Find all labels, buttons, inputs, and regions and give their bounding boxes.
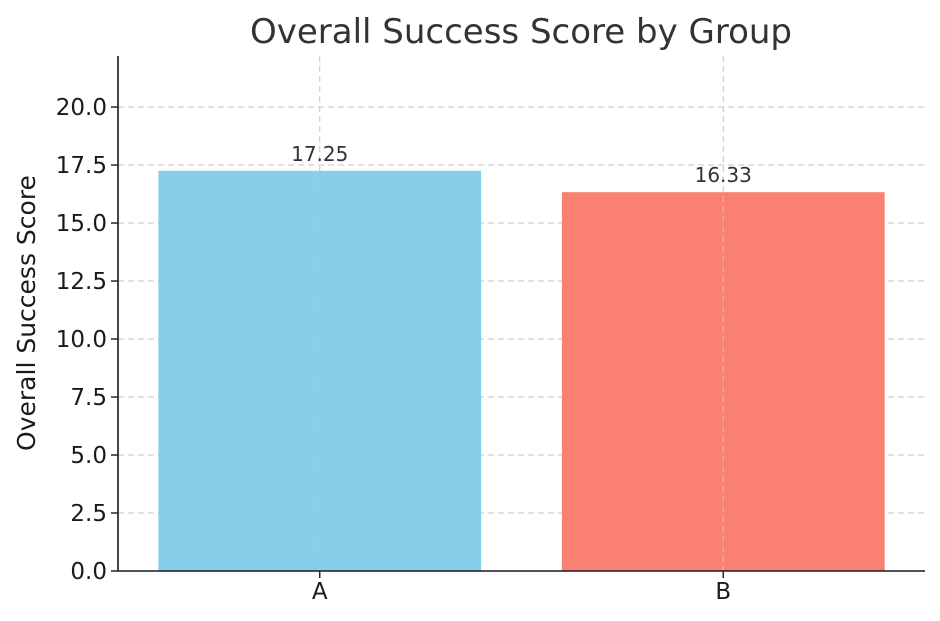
x-tick-label: A [312, 579, 328, 605]
y-tick-label: 5.0 [70, 443, 107, 469]
y-tick-label: 7.5 [70, 385, 107, 411]
data-labels-layer: 17.25 16.33 [291, 142, 752, 187]
bar-value-label: 16.33 [695, 163, 752, 187]
y-tick-label: 15.0 [56, 211, 107, 237]
ticks-layer: 0.0 2.5 5.0 7.5 10.0 12.5 15.0 17.5 20.0 A B [56, 95, 731, 605]
y-tick-label: 2.5 [70, 501, 107, 527]
y-tick-label: 12.5 [56, 269, 107, 295]
y-axis-label: Overall Success Score [12, 175, 41, 451]
axes-layer [117, 56, 925, 572]
y-tick-label: 20.0 [56, 95, 107, 121]
bar-value-label: 17.25 [291, 142, 348, 166]
y-tick-label: 17.5 [56, 153, 107, 179]
y-tick-label: 0.0 [70, 559, 107, 585]
vertical-grid-layer [319, 56, 724, 571]
x-tick-label: B [715, 579, 731, 605]
y-tick-label: 10.0 [56, 327, 107, 353]
bars-layer [158, 170, 885, 572]
chart-title: Overall Success Score by Group [250, 12, 792, 52]
